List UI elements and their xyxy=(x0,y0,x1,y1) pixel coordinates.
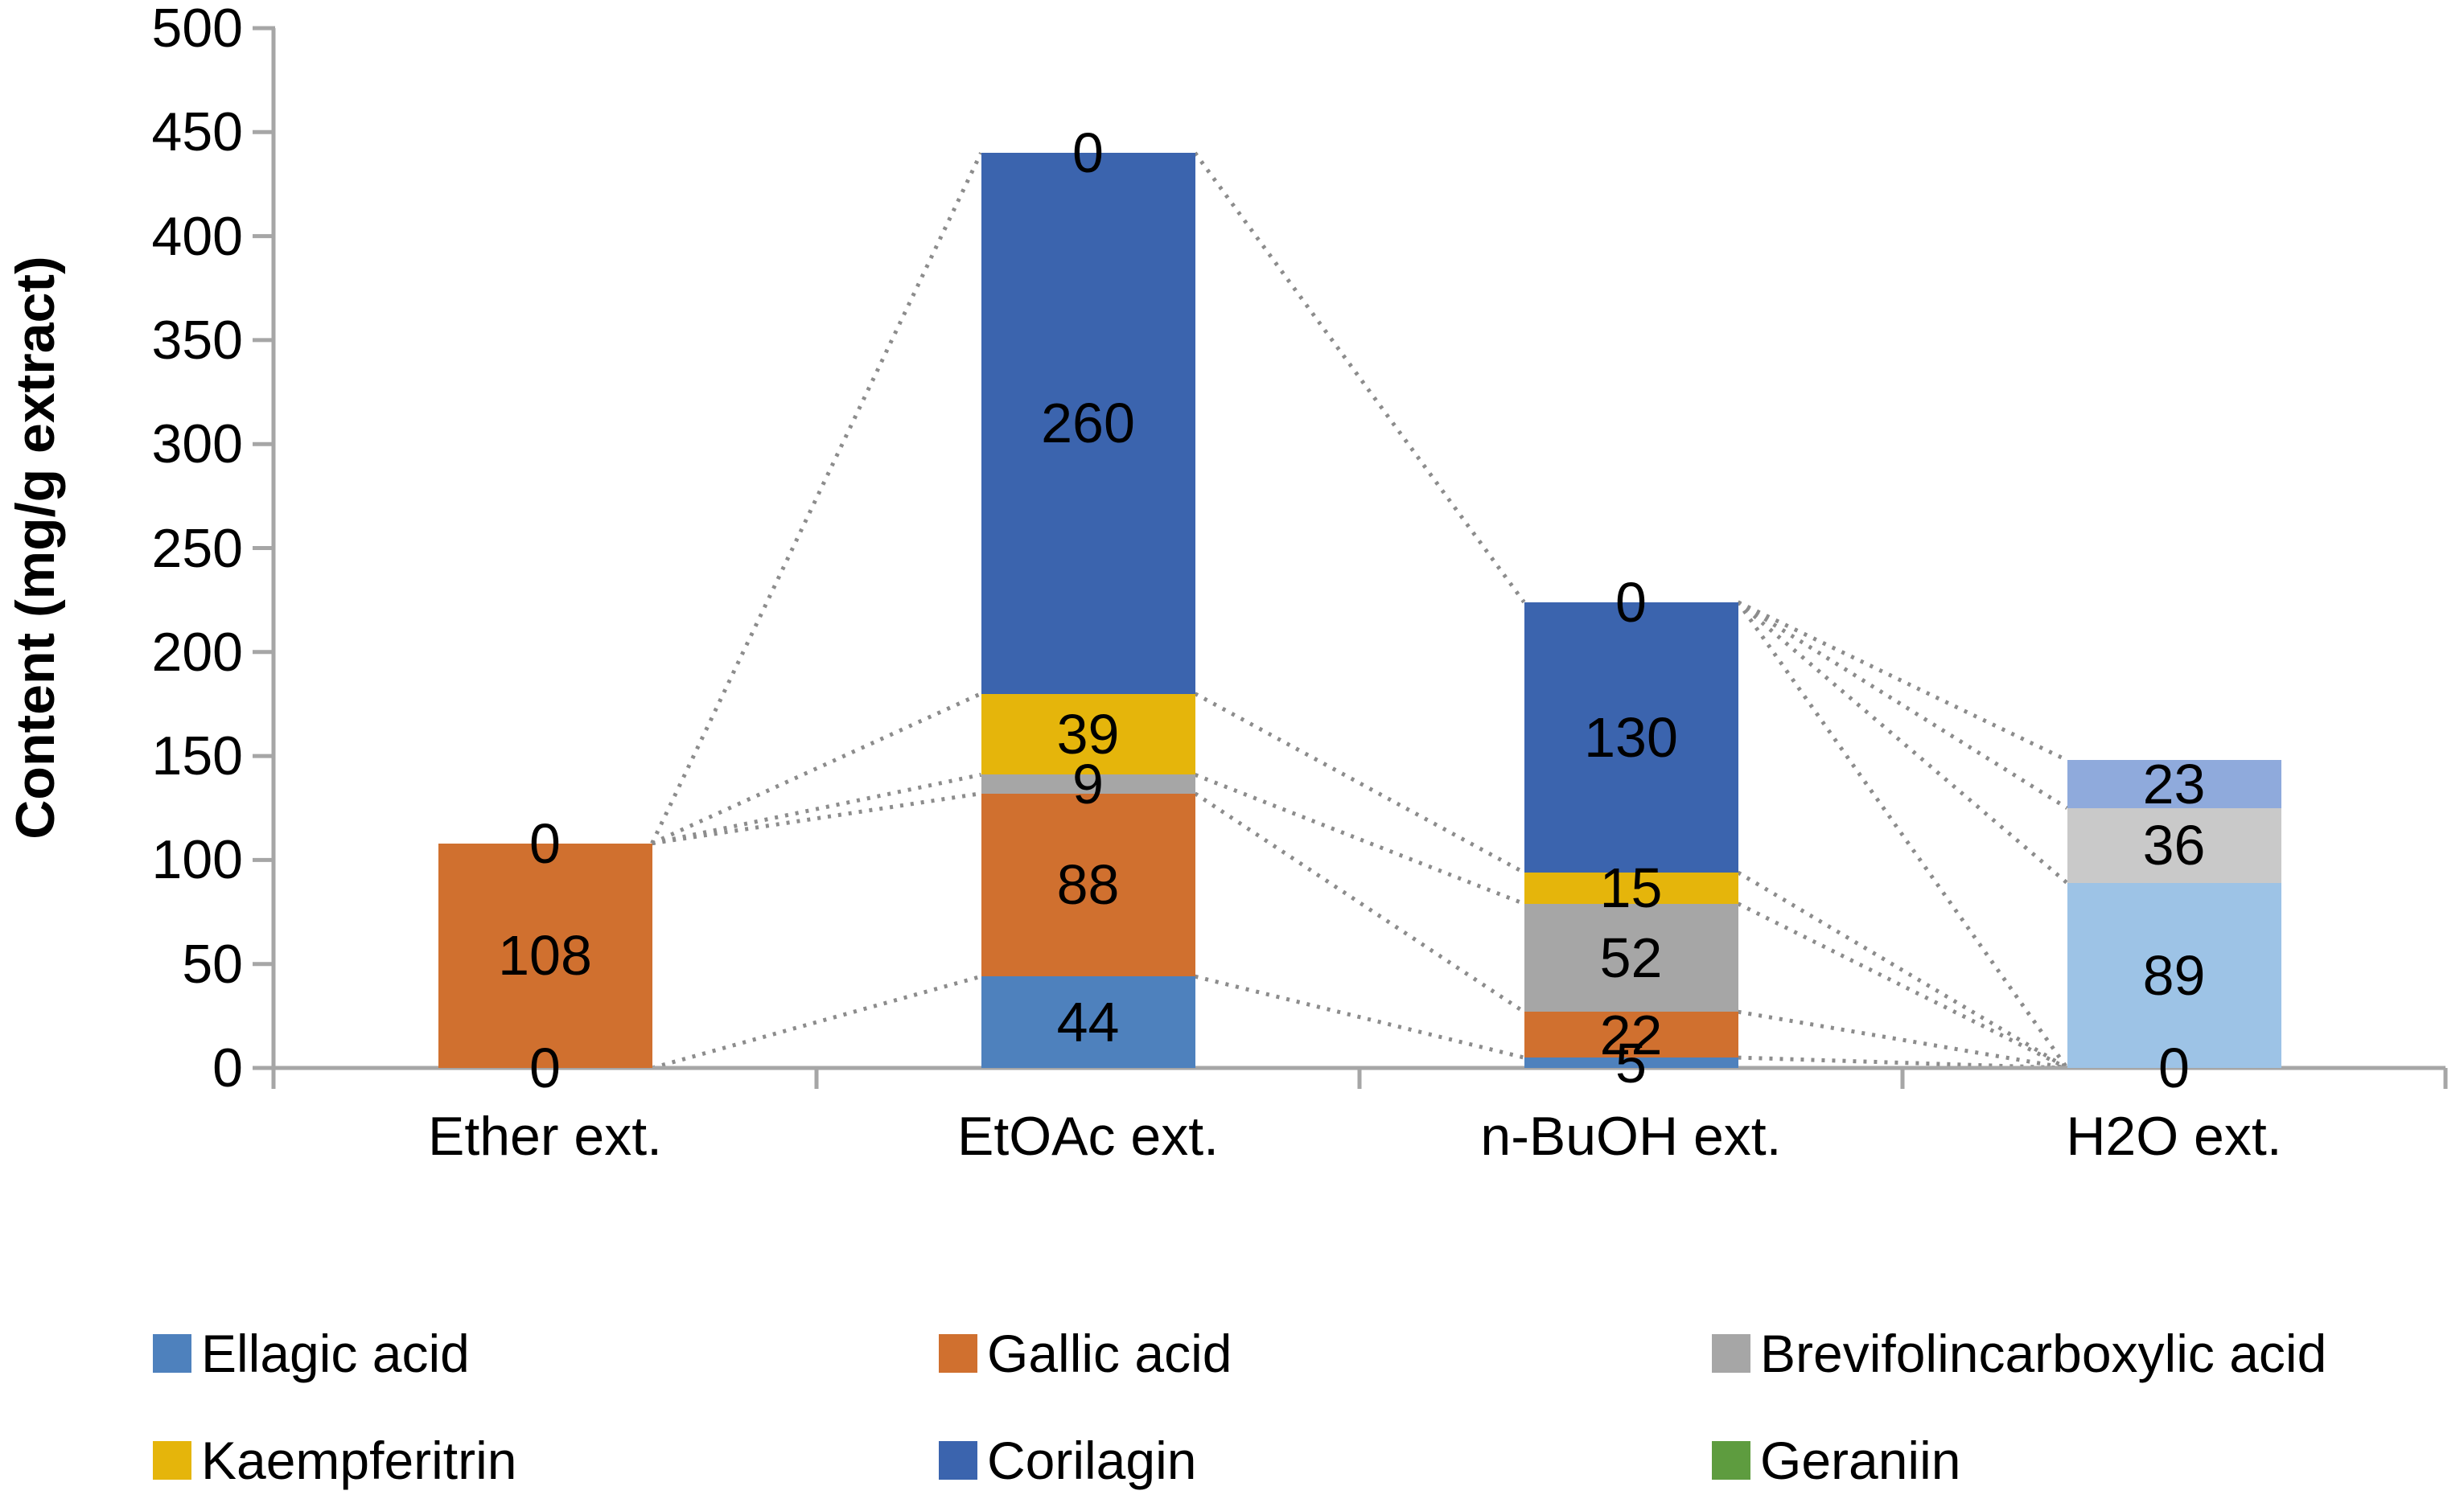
bar-segment xyxy=(1524,872,1738,904)
legend-label: Brevifolincarboxylic acid xyxy=(1760,1324,2327,1383)
y-tick-label: 150 xyxy=(151,725,243,787)
series-connector-line xyxy=(651,772,982,846)
bar-segment xyxy=(1524,903,1738,1012)
zero-value-label: 0 xyxy=(529,811,561,875)
bar-segment xyxy=(981,793,1195,977)
legend-item: Gallic acid xyxy=(939,1323,1232,1384)
legend-swatch-icon xyxy=(153,1334,191,1373)
segment-value-label: 44 xyxy=(1056,991,1120,1054)
y-tick-label: 450 xyxy=(151,101,243,163)
legend-item: Geraniin xyxy=(1712,1430,1960,1491)
segment-value-label: 89 xyxy=(2142,943,2206,1007)
y-tick-label: 100 xyxy=(151,829,243,891)
y-tick-label: 200 xyxy=(151,621,243,683)
series-connector-line xyxy=(1194,974,1525,1060)
legend-swatch-icon xyxy=(939,1334,977,1373)
bar-segment xyxy=(981,693,1195,775)
y-tick-label: 350 xyxy=(151,309,243,371)
segment-value-label: 52 xyxy=(1599,926,1663,989)
y-tick-label: 500 xyxy=(151,0,243,59)
series-connector-line xyxy=(1736,600,2069,885)
segment-value-label: 36 xyxy=(2142,814,2206,877)
legend-label: Kaempferitrin xyxy=(201,1431,517,1490)
y-tick-label: 400 xyxy=(151,205,243,267)
bar-segment xyxy=(981,976,1195,1068)
zero-value-label: 0 xyxy=(1615,570,1647,634)
series-connector-line xyxy=(651,692,982,845)
bar-segment xyxy=(2067,760,2281,808)
segment-value-label: 5 xyxy=(1615,1031,1647,1094)
legend-swatch-icon xyxy=(939,1441,977,1480)
series-connector-line xyxy=(650,152,983,844)
series-connector-line xyxy=(1736,601,2069,1070)
segment-value-label: 260 xyxy=(1041,392,1135,455)
segment-value-label: 88 xyxy=(1056,853,1120,917)
series-connector-line xyxy=(1737,600,2068,762)
legend-swatch-icon xyxy=(1712,1334,1750,1373)
series-connector-line xyxy=(1737,870,2068,1070)
segment-value-label: 108 xyxy=(498,924,592,988)
segment-value-label: 130 xyxy=(1584,705,1678,769)
legend-swatch-icon xyxy=(1712,1441,1750,1480)
bar-segment xyxy=(1524,1012,1738,1058)
series-connector-line xyxy=(1737,901,2068,1070)
series-connector-line xyxy=(651,974,982,1070)
series-connector-line xyxy=(1193,151,1526,604)
x-axis-label: H2O ext. xyxy=(2066,1106,2282,1167)
bar-segment xyxy=(2067,807,2281,883)
bar-segment xyxy=(981,774,1195,794)
y-tick-label: 50 xyxy=(182,933,243,995)
legend-item: Corilagin xyxy=(939,1430,1196,1491)
x-axis-label: EtOAc ext. xyxy=(957,1106,1219,1167)
series-connector-line xyxy=(652,791,981,846)
legend-swatch-icon xyxy=(153,1441,191,1480)
series-connector-line xyxy=(1194,692,1525,875)
zero-value-label: 0 xyxy=(2158,1037,2190,1099)
legend-label: Corilagin xyxy=(987,1431,1197,1490)
bar-segment xyxy=(981,153,1195,694)
y-tick-label: 0 xyxy=(212,1037,243,1099)
legend-label: Geraniin xyxy=(1760,1431,1961,1490)
legend-item: Brevifolincarboxylic acid xyxy=(1712,1323,2326,1384)
x-axis-label: Ether ext. xyxy=(427,1106,663,1167)
series-connector-line xyxy=(1194,773,1525,906)
segment-value-label: 23 xyxy=(2142,753,2206,815)
y-tick-label: 250 xyxy=(151,517,243,579)
segment-value-label: 39 xyxy=(1056,702,1120,766)
y-tick-label: 300 xyxy=(151,413,243,475)
legend-label: Gallic acid xyxy=(987,1324,1232,1383)
bar-segment xyxy=(1524,602,1738,873)
zero-value-label: 0 xyxy=(1072,121,1104,185)
legend-label: Ellagic acid xyxy=(201,1324,470,1383)
segment-value-label: 9 xyxy=(1072,753,1104,815)
series-connector-line xyxy=(1194,791,1525,1014)
bar-segment xyxy=(438,843,652,1068)
bar-segment xyxy=(2067,882,2281,1068)
segment-value-label: 15 xyxy=(1599,856,1663,920)
zero-value-label: 0 xyxy=(529,1037,561,1099)
bar-segment xyxy=(1524,1058,1738,1068)
legend-item: Kaempferitrin xyxy=(153,1430,517,1491)
legend-item: Ellagic acid xyxy=(153,1323,470,1384)
x-axis-label: n-BuOH ext. xyxy=(1480,1106,1782,1167)
segment-value-label: 22 xyxy=(1599,1003,1663,1066)
series-connector-line xyxy=(1737,600,2068,810)
